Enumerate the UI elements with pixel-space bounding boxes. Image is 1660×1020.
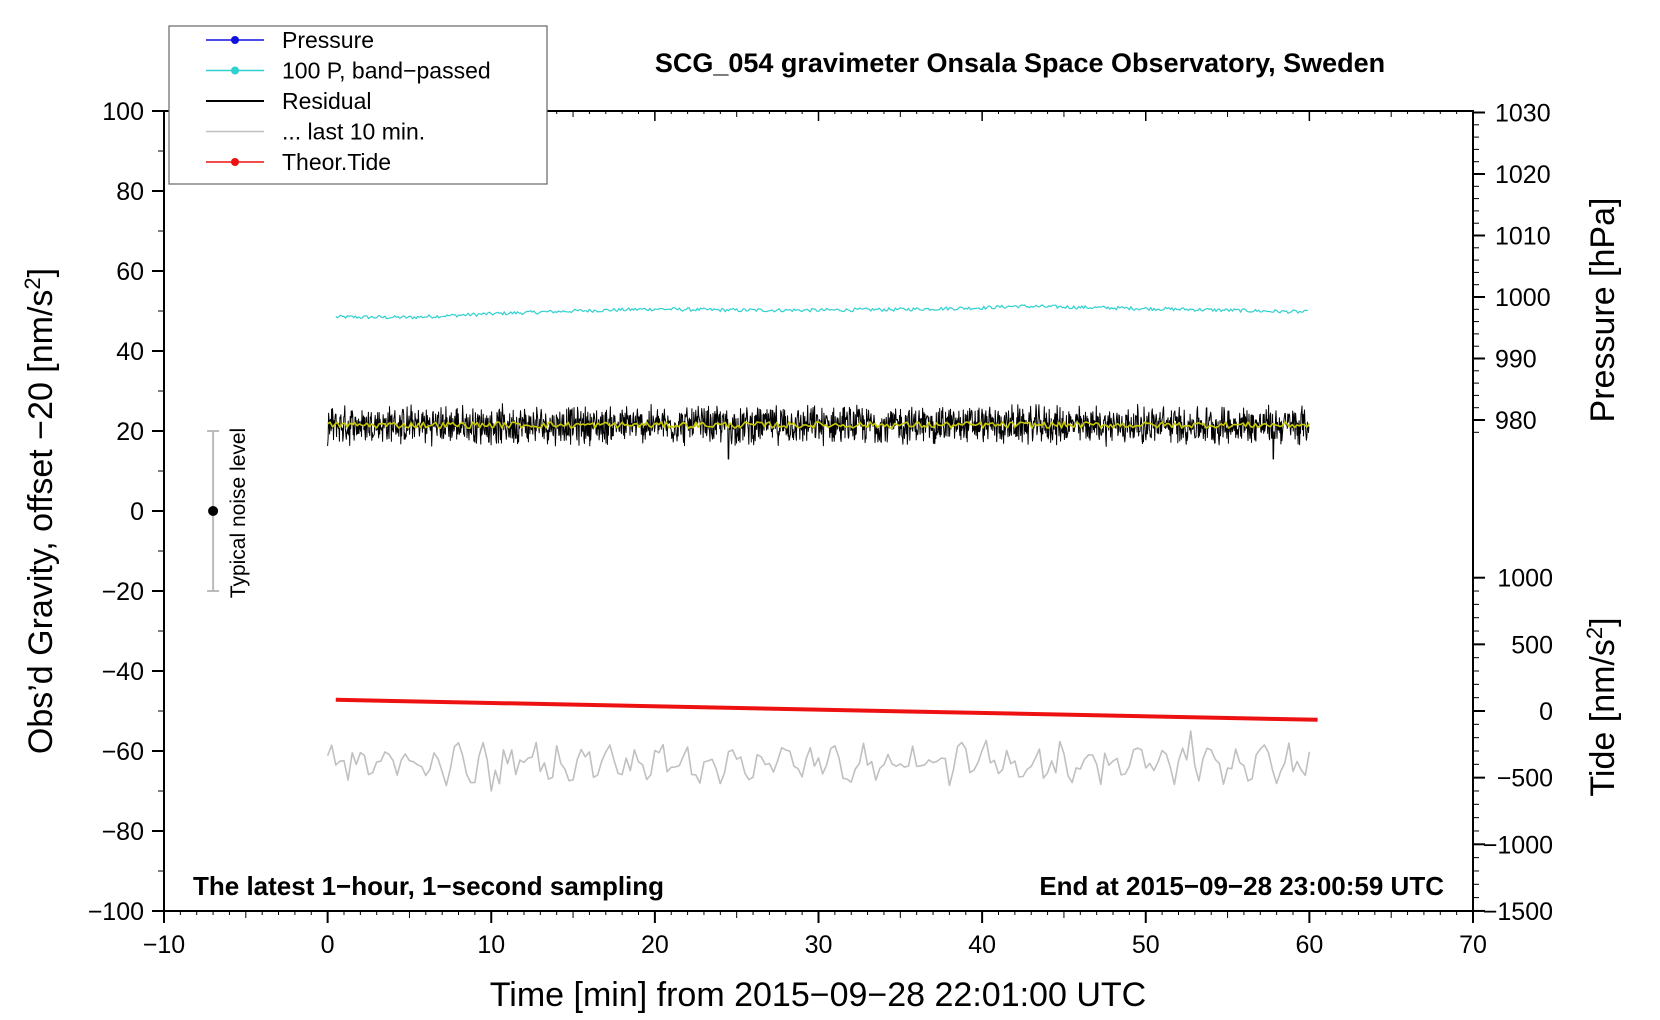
y-tick-label: 20 — [116, 418, 144, 446]
legend-label: Residual — [282, 88, 372, 114]
x-axis-label: Time [min] from 2015−09−28 22:01:00 UTC — [490, 976, 1146, 1014]
tide-tick-label: 500 — [1511, 631, 1553, 659]
annotation-latest-hour: The latest 1−hour, 1−second sampling — [193, 871, 664, 901]
y-axis: −100 −80 −60 −40 −20 0 20 40 60 80 100 — [88, 98, 164, 926]
series-theoretical-tide — [335, 697, 1318, 722]
tide-tick-label: 1000 — [1497, 565, 1553, 593]
x-tick-label: 60 — [1295, 931, 1323, 959]
legend-label: Pressure — [282, 27, 374, 53]
x-axis: −10 0 10 20 30 40 50 60 70 — [143, 111, 1487, 959]
x-tick-label: 30 — [805, 931, 833, 959]
x-tick-label: 50 — [1132, 931, 1160, 959]
tide-tick-label: −500 — [1497, 765, 1553, 793]
legend-marker — [231, 66, 239, 75]
tide-tick-label: 0 — [1539, 698, 1553, 726]
noise-level-dot — [208, 506, 219, 516]
tide-tick-label: −1000 — [1483, 831, 1553, 859]
y-axis-label: Obs’d Gravity, offset −20 [nm/s2] — [20, 268, 61, 754]
x-tick-label: 10 — [477, 931, 505, 959]
x-tick-label: 0 — [321, 931, 335, 959]
y-tick-label: −20 — [102, 578, 144, 606]
legend: Pressure 100 P, band−passed Residual ... la… — [168, 25, 548, 185]
y-tick-label: 80 — [116, 178, 144, 206]
x-tick-label: 40 — [968, 931, 996, 959]
y-tick-label: 40 — [116, 338, 144, 366]
pressure-tick-label: 1030 — [1495, 100, 1551, 128]
pressure-tick-label: 1020 — [1495, 161, 1551, 189]
pressure-tick-label: 980 — [1495, 407, 1537, 435]
legend-label: ... last 10 min. — [282, 119, 425, 145]
tide-tick-label: −1500 — [1483, 898, 1553, 926]
y-tick-label: −80 — [102, 818, 144, 846]
y-tick-label: 0 — [130, 498, 144, 526]
legend-marker — [231, 36, 239, 44]
y-tick-label: 100 — [102, 98, 144, 126]
legend-box — [168, 25, 548, 185]
series-last-10-min — [326, 730, 1311, 792]
legend-label: Theor.Tide — [282, 149, 391, 175]
series-bandpassed-pressure — [335, 304, 1308, 320]
annotation-end-time: End at 2015−09−28 23:00:59 UTC — [1039, 871, 1444, 901]
legend-marker — [231, 158, 239, 166]
pressure-axis-label: Pressure [hPa] — [1584, 198, 1622, 423]
tide-axis-label: Tide [nm/s2] — [1582, 617, 1623, 796]
series-residual — [327, 403, 1310, 460]
legend-label: 100 P, band−passed — [282, 58, 491, 84]
y-tick-label: 60 — [116, 258, 144, 286]
pressure-tick-label: 1010 — [1495, 223, 1551, 251]
series-layer — [326, 304, 1318, 792]
series-residual-smoothed — [327, 420, 1311, 430]
x-tick-label: 70 — [1459, 931, 1487, 959]
noise-level-indicator: Typical noise level — [207, 428, 250, 598]
plot-frame — [163, 110, 1474, 912]
y-tick-label: −100 — [88, 898, 144, 926]
pressure-axis: 980 990 1000 1010 1020 1030 — [1473, 100, 1551, 435]
tide-axis: −1500 −1000 −500 0 500 1000 — [1473, 565, 1553, 926]
x-tick-label: 20 — [641, 931, 669, 959]
noise-level-label: Typical noise level — [227, 428, 250, 598]
pressure-tick-label: 1000 — [1495, 284, 1551, 312]
chart-title: SCG_054 gravimeter Onsala Space Observat… — [655, 48, 1385, 78]
x-tick-label: −10 — [143, 931, 185, 959]
pressure-tick-label: 990 — [1495, 346, 1537, 374]
y-tick-label: −60 — [102, 738, 144, 766]
y-tick-label: −40 — [102, 658, 144, 686]
